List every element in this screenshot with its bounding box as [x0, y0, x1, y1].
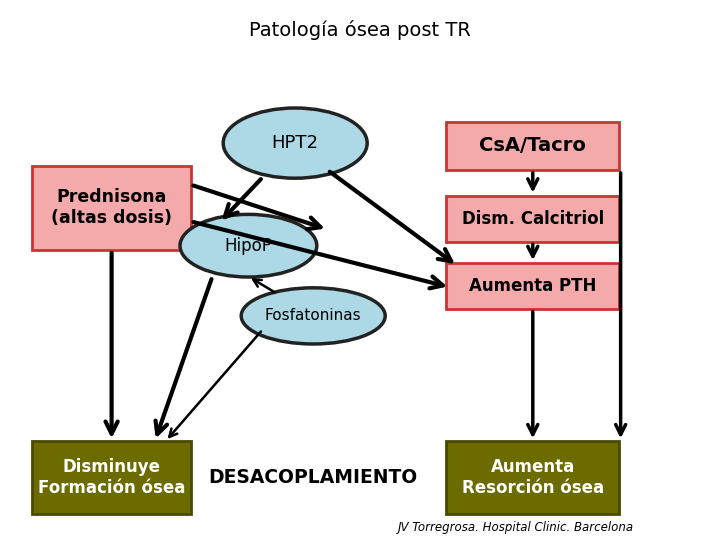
Text: DESACOPLAMIENTO: DESACOPLAMIENTO	[209, 468, 418, 488]
Text: HPT2: HPT2	[271, 134, 319, 152]
Text: Aumenta
Resorción ósea: Aumenta Resorción ósea	[462, 458, 604, 497]
Text: CsA/Tacro: CsA/Tacro	[480, 136, 586, 156]
Text: Aumenta PTH: Aumenta PTH	[469, 277, 596, 295]
FancyBboxPatch shape	[446, 195, 619, 241]
Text: Dism. Calcitriol: Dism. Calcitriol	[462, 210, 604, 228]
Text: Disminuye
Formación ósea: Disminuye Formación ósea	[38, 458, 185, 497]
FancyBboxPatch shape	[32, 442, 191, 514]
Text: JV Torregrosa. Hospital Clinic. Barcelona: JV Torregrosa. Hospital Clinic. Barcelon…	[397, 521, 634, 534]
FancyBboxPatch shape	[446, 122, 619, 170]
Ellipse shape	[223, 108, 367, 178]
Ellipse shape	[180, 214, 317, 277]
Text: Patología ósea post TR: Patología ósea post TR	[249, 19, 471, 40]
Ellipse shape	[241, 288, 385, 344]
Text: HipoP: HipoP	[225, 237, 272, 255]
FancyBboxPatch shape	[446, 263, 619, 309]
FancyBboxPatch shape	[32, 166, 191, 249]
Text: Fosfatoninas: Fosfatoninas	[265, 308, 361, 323]
Text: Prednisona
(altas dosis): Prednisona (altas dosis)	[51, 188, 172, 227]
FancyBboxPatch shape	[446, 442, 619, 514]
